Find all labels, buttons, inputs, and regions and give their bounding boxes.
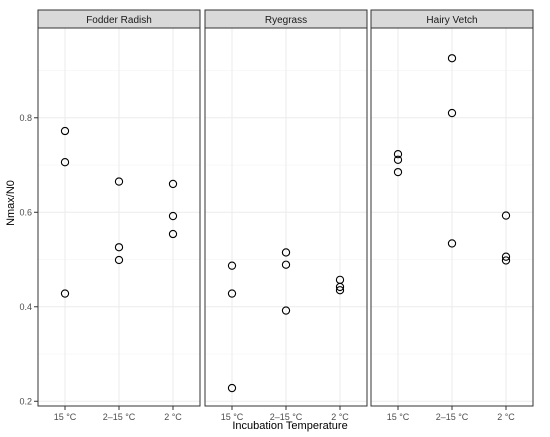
x-tick-label: 15 °C [387,412,410,422]
y-tick-label: 0.8 [19,113,32,123]
data-point [114,243,124,252]
panel-hairy-vetch: Hairy Vetch 15 °C 2–15 °C 2 °C [370,9,534,422]
data-point [60,158,70,167]
data-point [114,177,124,186]
data-point [168,229,178,239]
data-point [501,211,511,220]
data-point [447,108,457,118]
data-point [335,286,345,295]
y-tick-label: 0.2 [19,396,32,406]
x-tick-label: 2–15 °C [436,412,469,422]
data-point [227,383,237,393]
x-tick-label: 2 °C [331,412,349,422]
data-point [227,261,237,270]
x-axis-title: Incubation Temperature [232,420,347,432]
x-tick-label: 15 °C [221,412,244,422]
data-point [501,256,511,265]
data-point [60,289,70,298]
data-point [281,260,291,269]
data-point [393,167,403,177]
data-point [114,255,124,265]
data-point [447,54,457,63]
data-point [335,282,345,292]
data-point [60,126,70,136]
panel-ryegrass: Ryegrass 15 °C 2–15 °C 2 °C [204,9,368,422]
y-axis-title: Nmax/N0 [5,180,17,226]
x-tick-label: 2 °C [164,412,182,422]
x-tick-label: 15 °C [54,412,77,422]
y-tick-label: 0.4 [19,302,32,312]
strip-label: Hairy Vetch [426,15,477,26]
data-point [281,306,291,315]
data-point [393,150,403,159]
strip-label: Ryegrass [265,15,307,26]
strip-label: Fodder Radish [86,15,152,26]
data-point [168,179,178,189]
x-tick-label: 2 °C [497,412,515,422]
x-tick-label: 2–15 °C [270,412,303,422]
y-tick-label: 0.6 [19,207,32,217]
data-point [501,252,511,261]
data-point [447,239,457,248]
panel-fodder-radish: Fodder Radish 15 °C 2–15 °C 2 °C [37,9,201,422]
data-point [168,211,178,221]
data-point [393,155,403,164]
panels-layer: Fodder Radish 15 °C 2–15 °C 2 °C Ryegrass 15 … [37,9,534,422]
data-point [281,248,291,257]
x-tick-label: 2–15 °C [103,412,136,422]
y-axis: 0.2 0.4 0.6 0.8 [19,113,38,406]
data-point [227,289,237,298]
